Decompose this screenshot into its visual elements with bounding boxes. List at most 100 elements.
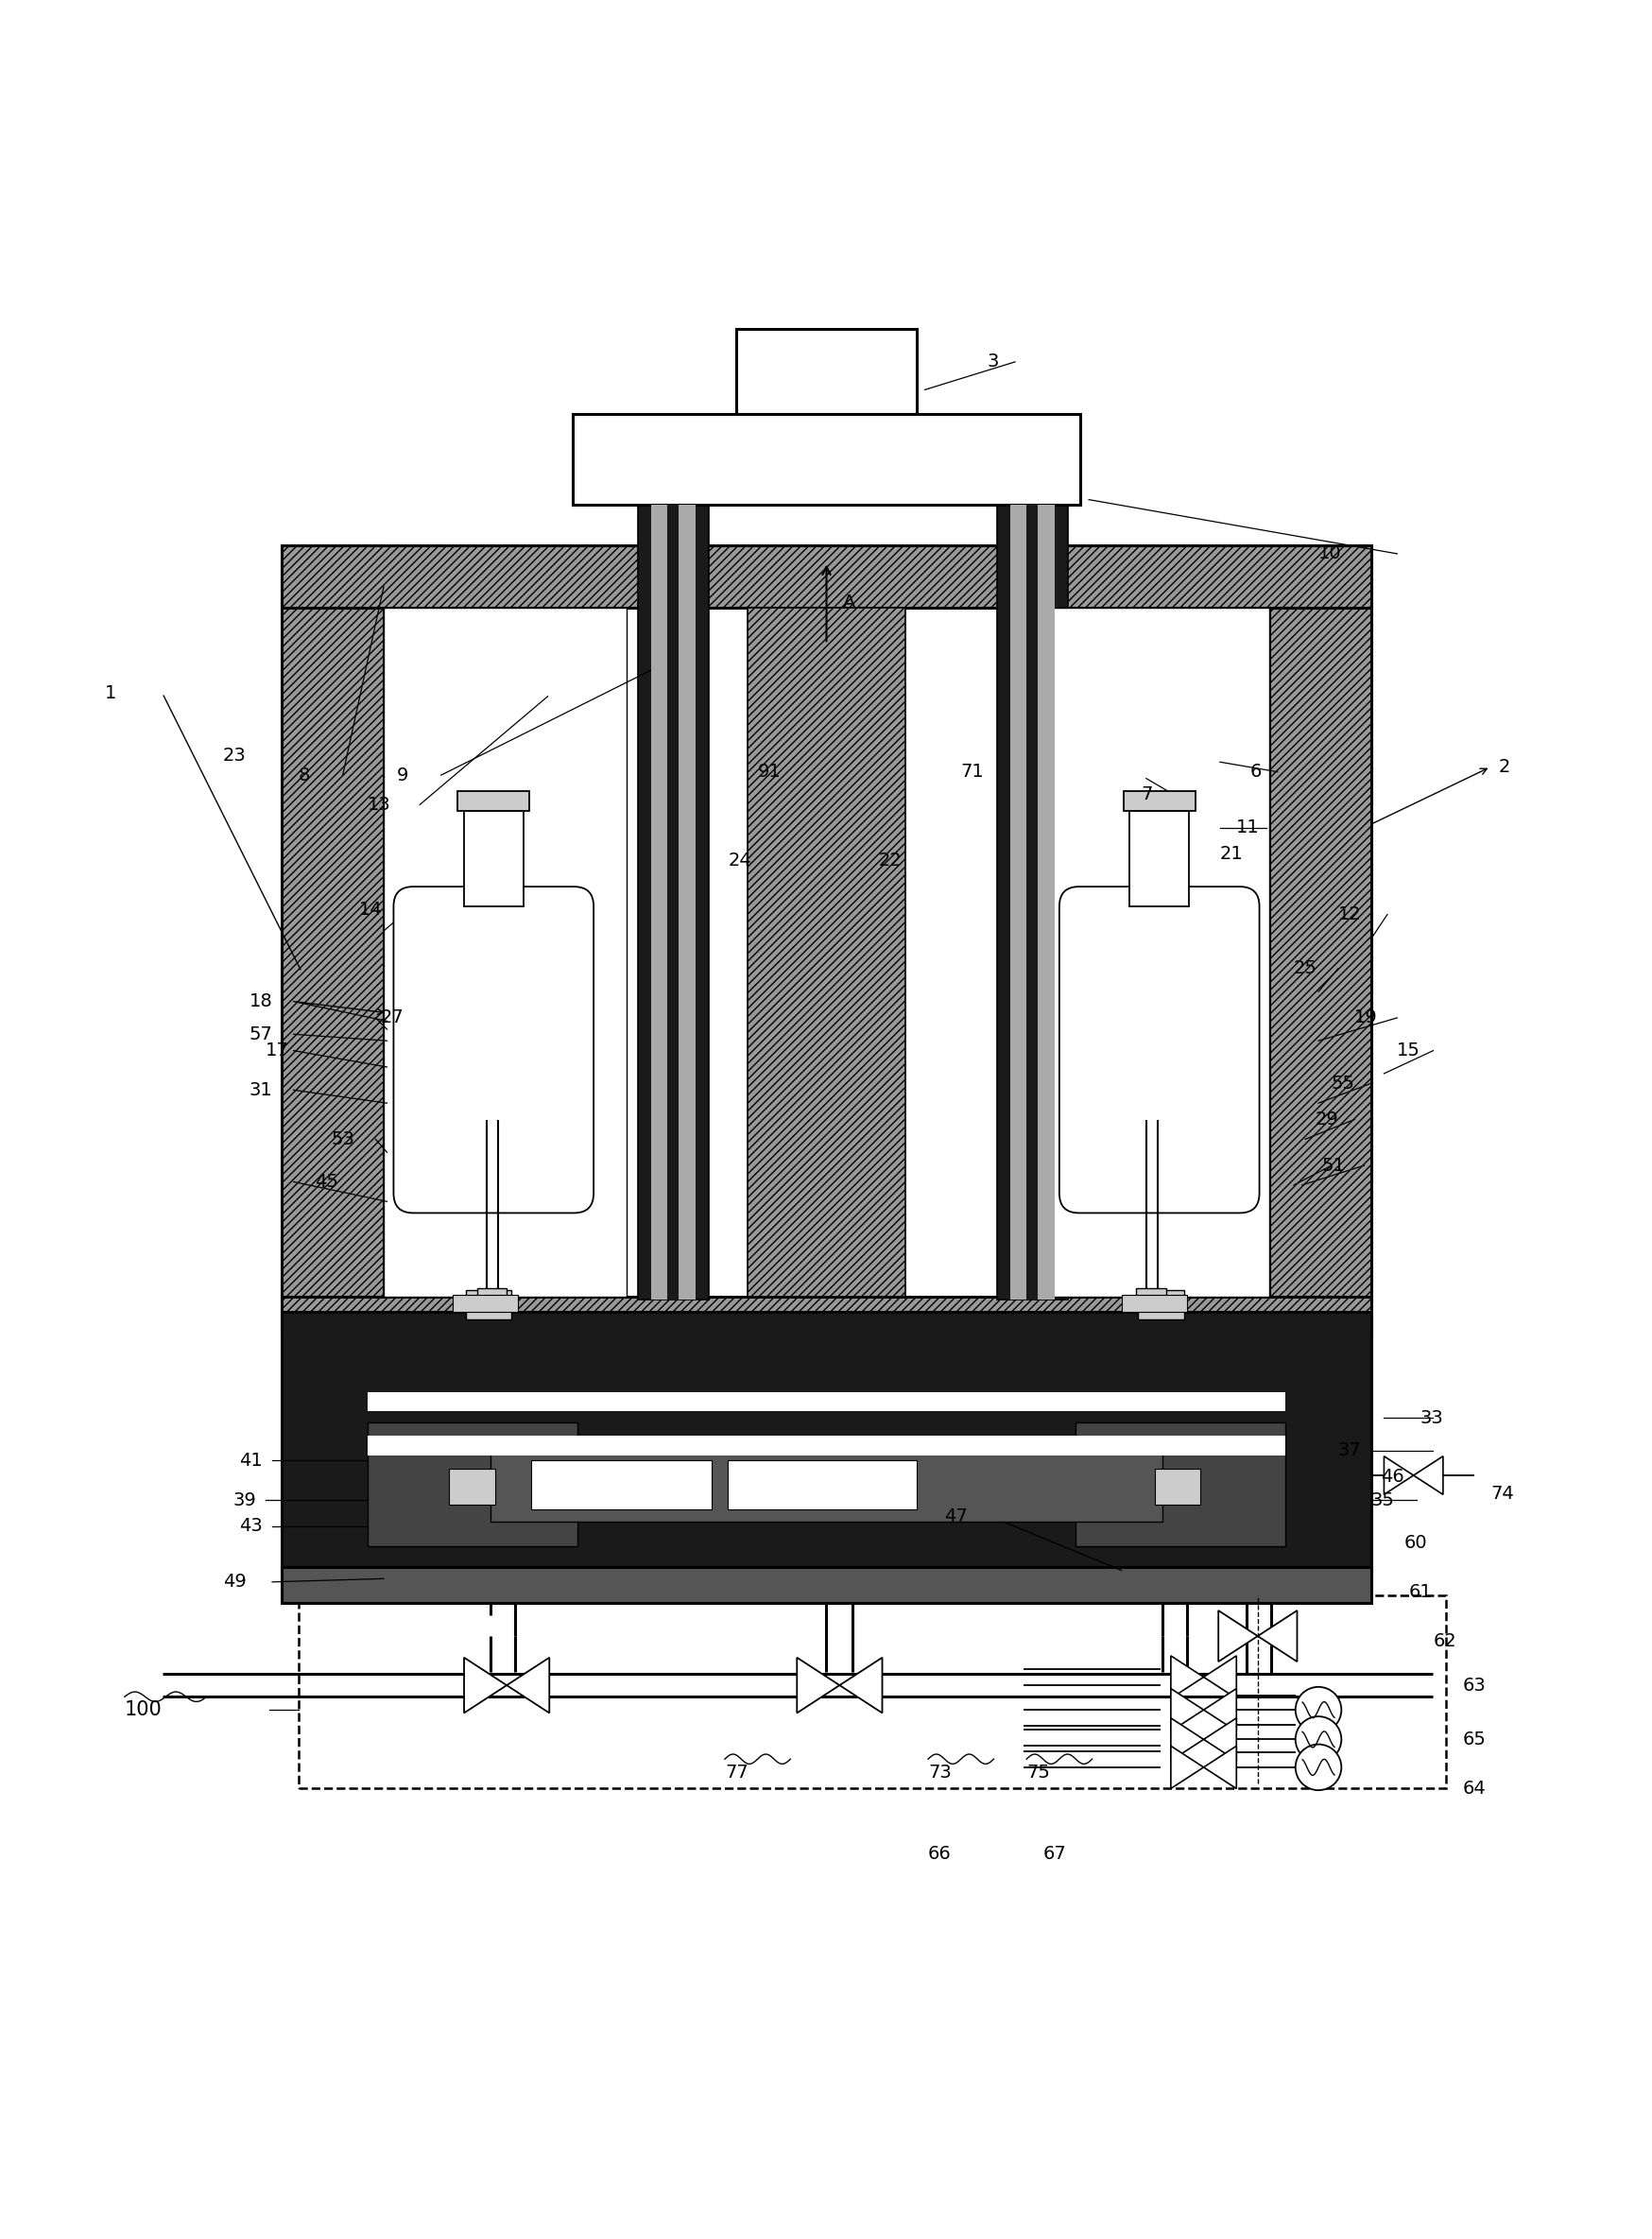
Text: 75: 75 (1026, 1762, 1049, 1782)
Text: 13: 13 (367, 795, 390, 813)
Bar (1153, 1469, 1199, 1505)
Text: 74: 74 (1490, 1484, 1513, 1502)
Bar (1026, 607, 1269, 1296)
Bar (383, 607, 626, 1296)
Bar (1130, 811, 1188, 907)
Text: 29: 29 (1315, 1111, 1338, 1128)
Text: 24: 24 (727, 851, 752, 869)
Text: 22: 22 (879, 851, 902, 869)
Polygon shape (1203, 1657, 1236, 1699)
Bar (282, 1296, 1370, 1330)
Bar (282, 1567, 1370, 1603)
Bar (651, 504, 695, 1301)
Text: 18: 18 (249, 992, 273, 1010)
Text: 64: 64 (1462, 1780, 1485, 1798)
Bar (1135, 1287, 1165, 1308)
Text: 11: 11 (1236, 819, 1259, 837)
Text: 45: 45 (314, 1173, 339, 1191)
Text: 33: 33 (1419, 1408, 1442, 1426)
Bar (367, 1393, 1285, 1411)
Text: 67: 67 (1042, 1845, 1066, 1863)
Text: A: A (843, 593, 856, 611)
Bar (449, 1469, 496, 1505)
Polygon shape (796, 1657, 839, 1713)
Text: 46: 46 (1379, 1469, 1403, 1487)
Bar (1075, 1422, 1285, 1545)
Polygon shape (1203, 1746, 1236, 1789)
Text: 37: 37 (1338, 1442, 1361, 1460)
Bar (747, 607, 905, 1296)
Text: 66: 66 (928, 1845, 952, 1863)
Text: 27: 27 (380, 1010, 403, 1028)
Bar (572, 414, 1080, 504)
Text: 71: 71 (960, 763, 983, 781)
Text: 10: 10 (1318, 544, 1341, 562)
Bar (1122, 1294, 1186, 1312)
Bar (458, 793, 529, 811)
Bar (282, 546, 1370, 607)
Text: 6: 6 (1249, 763, 1260, 781)
Text: 1: 1 (104, 685, 117, 703)
Bar (477, 1287, 507, 1308)
Text: 47: 47 (943, 1507, 968, 1525)
FancyBboxPatch shape (1059, 887, 1259, 1214)
Text: 19: 19 (1353, 1010, 1378, 1028)
Circle shape (1295, 1744, 1341, 1791)
Polygon shape (1383, 1455, 1412, 1496)
Text: 8: 8 (299, 766, 311, 784)
FancyBboxPatch shape (393, 887, 593, 1214)
Text: 53: 53 (330, 1131, 355, 1149)
Bar (282, 546, 383, 1301)
Text: 43: 43 (240, 1518, 263, 1536)
Bar (638, 504, 709, 1301)
Text: 14: 14 (358, 900, 382, 918)
Text: 60: 60 (1403, 1534, 1426, 1552)
Polygon shape (1170, 1717, 1203, 1760)
Text: 2: 2 (1498, 759, 1510, 777)
Text: 51: 51 (1322, 1155, 1345, 1175)
Text: 55: 55 (1332, 1075, 1355, 1093)
Polygon shape (1170, 1657, 1203, 1699)
Text: 12: 12 (1338, 905, 1361, 922)
Bar (491, 1446, 1161, 1520)
Polygon shape (1203, 1717, 1236, 1760)
Text: 3: 3 (986, 354, 998, 372)
Polygon shape (1203, 1688, 1236, 1731)
Bar (996, 504, 1067, 1301)
Text: 25: 25 (1294, 961, 1317, 978)
Text: 91: 91 (757, 763, 780, 781)
Circle shape (1295, 1686, 1341, 1733)
Text: 9: 9 (396, 766, 408, 784)
Bar (466, 1290, 512, 1319)
Text: 39: 39 (233, 1491, 256, 1509)
Text: 31: 31 (249, 1081, 273, 1099)
Polygon shape (839, 1657, 882, 1713)
Text: 73: 73 (928, 1762, 952, 1782)
Text: 61: 61 (1408, 1583, 1431, 1601)
Text: 77: 77 (724, 1762, 748, 1782)
Bar (464, 811, 522, 907)
Text: 57: 57 (249, 1025, 273, 1043)
Polygon shape (1257, 1610, 1297, 1661)
Text: 100: 100 (124, 1699, 162, 1720)
Bar (1269, 546, 1370, 1301)
Bar (453, 1294, 517, 1312)
Text: 62: 62 (1432, 1632, 1455, 1650)
Polygon shape (1170, 1688, 1203, 1731)
Polygon shape (507, 1657, 548, 1713)
Bar (1026, 504, 1037, 1301)
Bar (530, 1460, 712, 1509)
Text: 23: 23 (223, 746, 246, 763)
Bar (667, 504, 679, 1301)
Text: 65: 65 (1462, 1731, 1485, 1749)
Bar (367, 1435, 1285, 1455)
Bar (299, 1594, 1445, 1789)
Bar (1009, 504, 1054, 1301)
Bar (1123, 793, 1194, 811)
Circle shape (1295, 1717, 1341, 1762)
Polygon shape (1412, 1455, 1442, 1496)
Text: 21: 21 (1219, 844, 1242, 862)
Bar (1137, 1290, 1183, 1319)
Bar (367, 1422, 577, 1545)
Text: 35: 35 (1370, 1491, 1394, 1509)
